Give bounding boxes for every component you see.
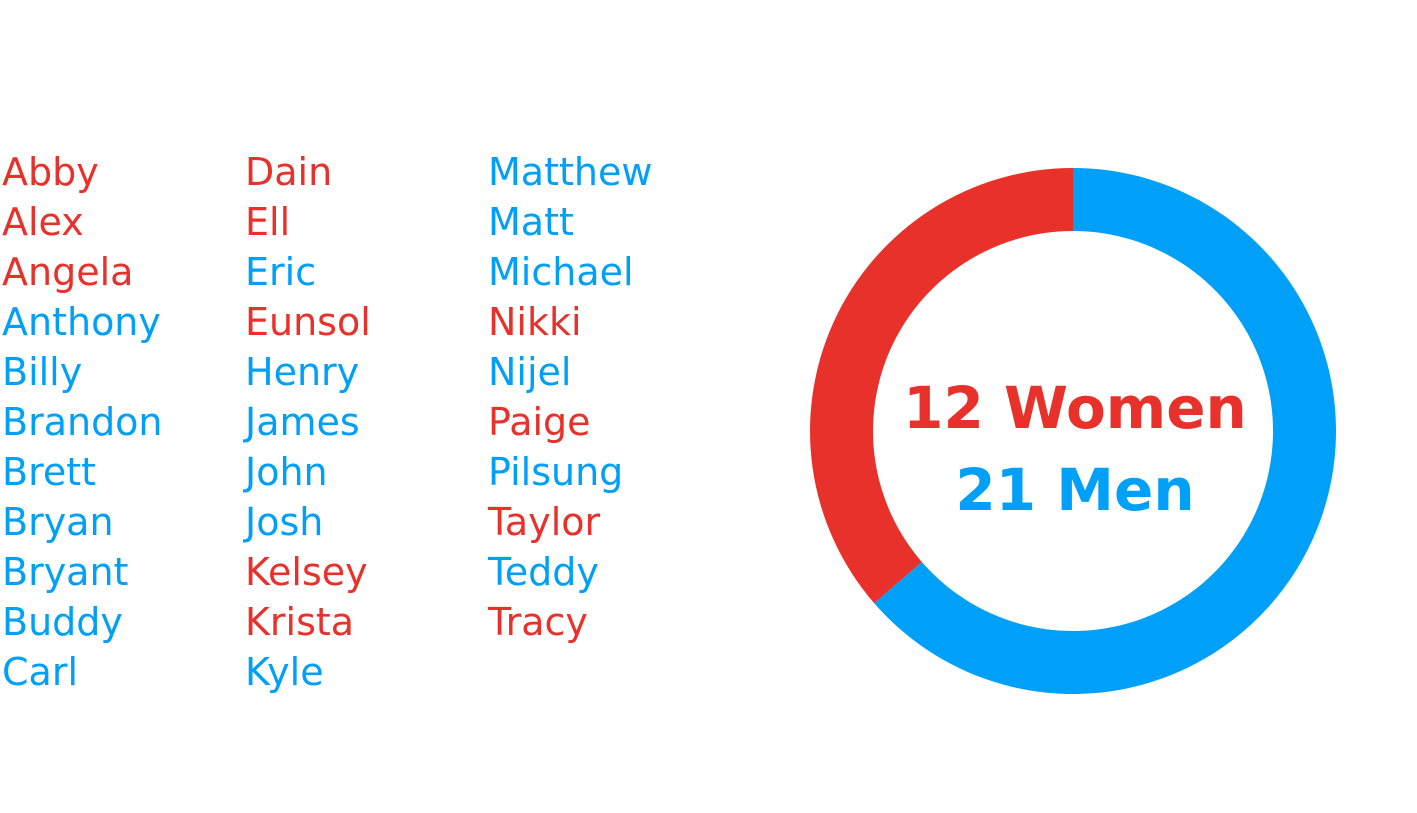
- name-item: Carl: [2, 650, 78, 694]
- name-item: Eric: [245, 250, 317, 294]
- name-item: Taylor: [488, 500, 601, 544]
- name-item: Nijel: [488, 350, 572, 394]
- name-item: James: [245, 400, 360, 444]
- name-list: Abby Alex Angela Anthony Billy Brandon Brett Br…: [2, 147, 742, 707]
- name-column-2: Dain Ell Eric Eunsol Henry James John Josh Kelse…: [245, 147, 371, 697]
- name-item: Paige: [488, 400, 591, 444]
- name-item: Michael: [488, 250, 634, 294]
- name-item: Alex: [2, 200, 84, 244]
- name-item: Matthew: [488, 150, 653, 194]
- donut-slice-men: [874, 168, 1336, 694]
- name-item: Bryant: [2, 550, 129, 594]
- name-item: Bryan: [2, 500, 114, 544]
- name-item: Josh: [245, 500, 324, 544]
- name-item: Henry: [245, 350, 360, 394]
- name-item: Krista: [245, 600, 355, 644]
- name-item: Tracy: [488, 600, 588, 644]
- name-item: John: [245, 450, 328, 494]
- name-item: Abby: [2, 150, 99, 194]
- name-item: Billy: [2, 350, 83, 394]
- name-column-1: Abby Alex Angela Anthony Billy Brandon Brett Br…: [2, 147, 163, 697]
- name-item: Ell: [245, 200, 291, 244]
- men-count-label: 21 Men: [955, 456, 1195, 524]
- name-item: Brandon: [2, 400, 163, 444]
- name-item: Angela: [2, 250, 134, 294]
- donut-chart: 12 Women 21 Men: [800, 158, 1350, 708]
- donut-slice-women: [810, 168, 1073, 604]
- name-item: Kyle: [245, 650, 324, 694]
- name-item: Pilsung: [488, 450, 624, 494]
- donut-chart-svg: [810, 168, 1336, 694]
- name-item: Kelsey: [245, 550, 368, 594]
- name-item: Matt: [488, 200, 574, 244]
- name-item: Dain: [245, 150, 333, 194]
- name-column-3: Matthew Matt Michael Nikki Nijel Paige Pilsung…: [488, 147, 652, 647]
- name-item: Brett: [2, 450, 97, 494]
- name-item: Buddy: [2, 600, 123, 644]
- name-item: Anthony: [2, 300, 161, 344]
- name-item: Teddy: [488, 550, 599, 594]
- name-item: Nikki: [488, 300, 582, 344]
- name-item: Eunsol: [245, 300, 371, 344]
- women-count-label: 12 Women: [903, 374, 1247, 442]
